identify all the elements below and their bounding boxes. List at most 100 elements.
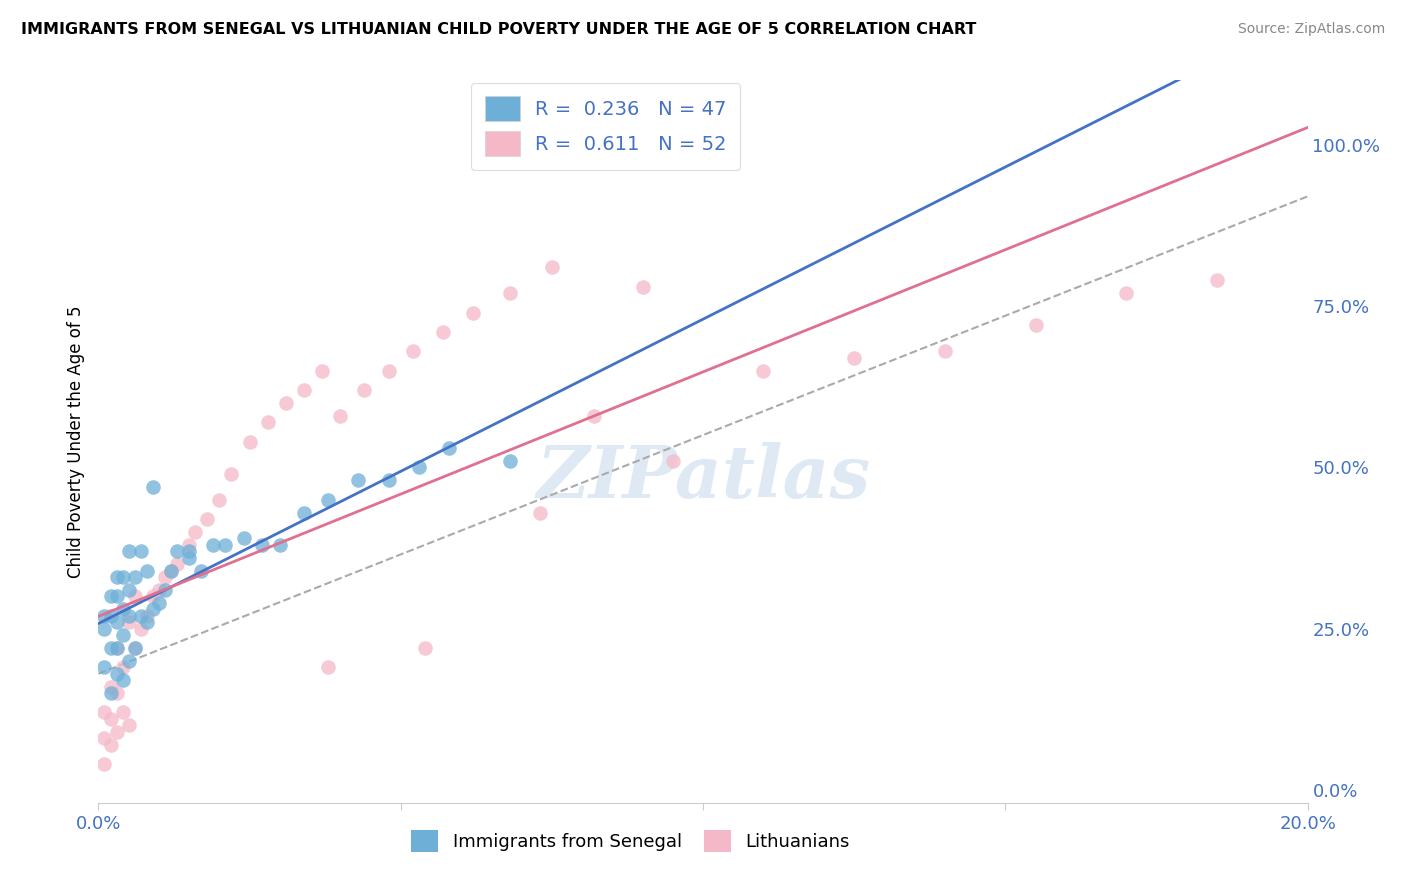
Point — [631, 279, 654, 293]
Point — [202, 538, 225, 552]
Point — [269, 538, 291, 552]
Text: ZIPatlas: ZIPatlas — [536, 442, 870, 513]
Point — [221, 467, 243, 481]
Text: IMMIGRANTS FROM SENEGAL VS LITHUANIAN CHILD POVERTY UNDER THE AGE OF 5 CORRELATI: IMMIGRANTS FROM SENEGAL VS LITHUANIAN CH… — [21, 22, 976, 37]
Point — [166, 544, 188, 558]
Point — [105, 686, 128, 700]
Point — [432, 325, 454, 339]
Point — [190, 564, 212, 578]
Point — [292, 506, 315, 520]
Point — [1115, 286, 1137, 301]
Text: Source: ZipAtlas.com: Source: ZipAtlas.com — [1237, 22, 1385, 37]
Point — [214, 538, 236, 552]
Point — [239, 434, 262, 449]
Point — [93, 660, 115, 674]
Point — [498, 286, 520, 301]
Point — [118, 654, 141, 668]
Point — [311, 363, 333, 377]
Point — [100, 640, 122, 655]
Point — [179, 544, 201, 558]
Point — [100, 608, 122, 623]
Point — [118, 544, 141, 558]
Point — [274, 396, 297, 410]
Point — [129, 544, 152, 558]
Point — [250, 538, 273, 552]
Point — [166, 557, 188, 571]
Point — [1024, 318, 1046, 333]
Point — [93, 608, 115, 623]
Point — [111, 706, 134, 720]
Point — [124, 570, 146, 584]
Point — [111, 628, 134, 642]
Point — [148, 596, 170, 610]
Point — [148, 582, 170, 597]
Point — [208, 492, 231, 507]
Point — [232, 531, 254, 545]
Point — [135, 615, 157, 630]
Point — [124, 590, 146, 604]
Point — [118, 582, 141, 597]
Point — [752, 363, 775, 377]
Legend: Immigrants from Senegal, Lithuanians: Immigrants from Senegal, Lithuanians — [404, 822, 856, 859]
Point — [142, 602, 165, 616]
Point — [413, 640, 436, 655]
Point — [93, 706, 115, 720]
Point — [100, 590, 122, 604]
Point — [316, 660, 339, 674]
Point — [129, 608, 152, 623]
Point — [105, 724, 128, 739]
Point — [934, 344, 956, 359]
Point — [1206, 273, 1229, 287]
Point — [377, 363, 399, 377]
Point — [105, 640, 128, 655]
Point — [135, 608, 157, 623]
Point — [105, 570, 128, 584]
Point — [292, 383, 315, 397]
Point — [160, 564, 183, 578]
Point — [583, 409, 606, 423]
Point — [160, 564, 183, 578]
Point — [437, 441, 460, 455]
Point — [463, 305, 485, 319]
Point — [118, 718, 141, 732]
Y-axis label: Child Poverty Under the Age of 5: Child Poverty Under the Age of 5 — [66, 305, 84, 578]
Point — [179, 538, 201, 552]
Point — [256, 415, 278, 429]
Point — [402, 344, 425, 359]
Point — [142, 480, 165, 494]
Point — [100, 686, 122, 700]
Point — [118, 608, 141, 623]
Point — [316, 492, 339, 507]
Point — [377, 473, 399, 487]
Point — [661, 454, 683, 468]
Point — [353, 383, 375, 397]
Point — [100, 680, 122, 694]
Point — [105, 640, 128, 655]
Point — [100, 738, 122, 752]
Point — [124, 640, 146, 655]
Point — [142, 590, 165, 604]
Point — [498, 454, 520, 468]
Point — [179, 550, 201, 565]
Point — [105, 615, 128, 630]
Point — [153, 570, 176, 584]
Point — [129, 622, 152, 636]
Point — [184, 524, 207, 539]
Point — [93, 731, 115, 746]
Point — [105, 666, 128, 681]
Point — [135, 564, 157, 578]
Point — [118, 615, 141, 630]
Point — [195, 512, 218, 526]
Point — [844, 351, 866, 365]
Point — [329, 409, 352, 423]
Point — [153, 582, 176, 597]
Point — [124, 640, 146, 655]
Point — [347, 473, 370, 487]
Point — [540, 260, 562, 275]
Point — [529, 506, 551, 520]
Point — [111, 660, 134, 674]
Point — [111, 570, 134, 584]
Point — [105, 590, 128, 604]
Point — [93, 622, 115, 636]
Point — [408, 460, 430, 475]
